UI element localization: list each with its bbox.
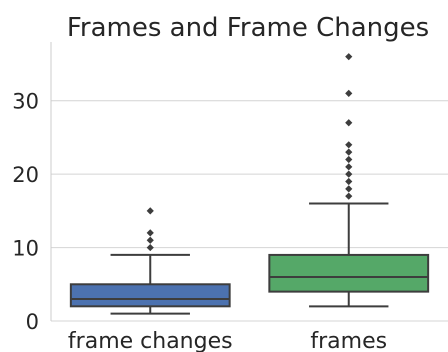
outlier-point — [345, 185, 353, 193]
y-tick-label: 30 — [12, 90, 39, 114]
y-tick-label: 10 — [12, 237, 39, 261]
outlier-point — [146, 229, 154, 237]
outlier-point — [146, 236, 154, 244]
box-frame-changes — [69, 207, 231, 315]
iqr-box — [268, 253, 430, 293]
gridlines — [51, 100, 448, 322]
outlier-point — [345, 170, 353, 178]
x-category-label: frame changes — [68, 329, 233, 352]
box-frames — [268, 53, 430, 308]
y-tick-labels: 0 10 20 30 — [12, 90, 39, 334]
outlier-point — [345, 163, 353, 171]
x-category-labels: frame changes frames — [68, 329, 387, 352]
outlier-point — [146, 207, 154, 215]
outlier-point — [345, 119, 353, 127]
y-tick-label: 20 — [12, 163, 39, 187]
outlier-point — [345, 141, 353, 149]
outlier-point — [345, 53, 353, 61]
outlier-point — [345, 148, 353, 156]
outlier-point — [345, 155, 353, 164]
outlier-point — [345, 177, 353, 186]
iqr-box — [69, 283, 231, 308]
x-category-label: frames — [310, 329, 387, 352]
outlier-point — [345, 192, 353, 200]
outlier-point — [146, 243, 154, 252]
outlier-point — [345, 89, 353, 97]
y-tick-label: 0 — [26, 310, 39, 334]
chart-title: Frames and Frame Changes — [67, 13, 429, 43]
boxes — [69, 53, 430, 315]
